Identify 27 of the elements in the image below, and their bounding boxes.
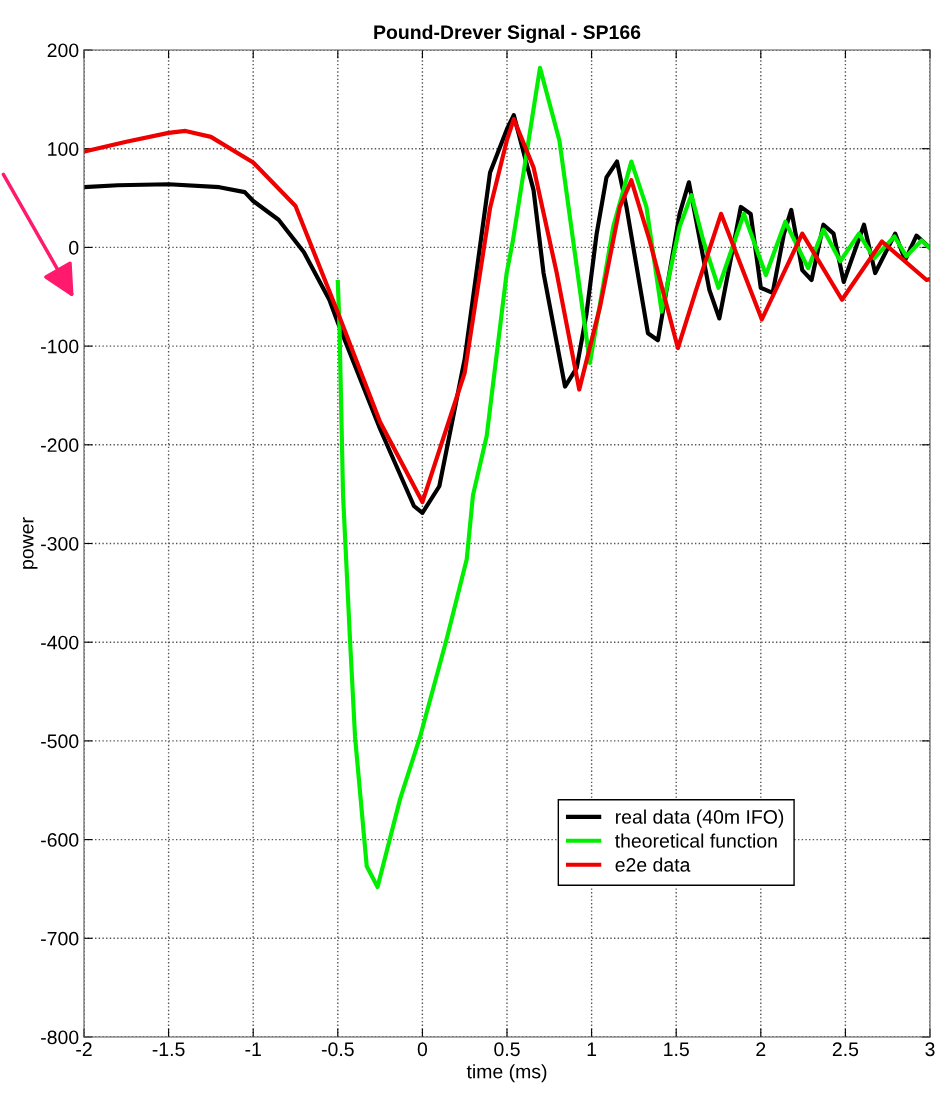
legend-label: real data (40m IFO) (616, 809, 784, 828)
x-tick-label: -1 (245, 1042, 261, 1056)
x-tick-label: 1 (587, 1042, 597, 1056)
x-tick-label: -1.5 (152, 1042, 185, 1057)
x-tick-label: 1.5 (664, 1042, 689, 1057)
x-axis-title: time (ms) (466, 1064, 547, 1083)
line-series (335, 65, 930, 890)
y-tick-label: -300 (41, 536, 79, 551)
y-tick-label: 100 (48, 142, 79, 156)
x-tick-label: -0.5 (321, 1042, 354, 1057)
x-tick-label: 0 (417, 1042, 428, 1057)
x-tick-label: 2.5 (832, 1042, 859, 1057)
y-tick-label: -500 (41, 734, 79, 749)
x-tick-label: 2 (756, 1042, 766, 1056)
y-axis-title: power (22, 517, 38, 569)
y-tick-label: 0 (69, 240, 79, 255)
y-tick-label: -400 (41, 635, 79, 650)
y-tick-label: 200 (47, 43, 79, 58)
y-tick-label: -600 (41, 833, 79, 847)
x-tick-label: 3 (925, 1042, 935, 1057)
y-tick-label: -700 (41, 931, 79, 946)
y-tick-label: -100 (41, 339, 79, 354)
x-tick-label: 0.5 (494, 1042, 520, 1057)
legend-label: e2e data (615, 857, 691, 872)
legend-label: theoretical function (615, 833, 777, 848)
chart-title: Pound-Drever Signal - SP166 (374, 24, 641, 44)
y-tick-label: -200 (41, 438, 79, 453)
